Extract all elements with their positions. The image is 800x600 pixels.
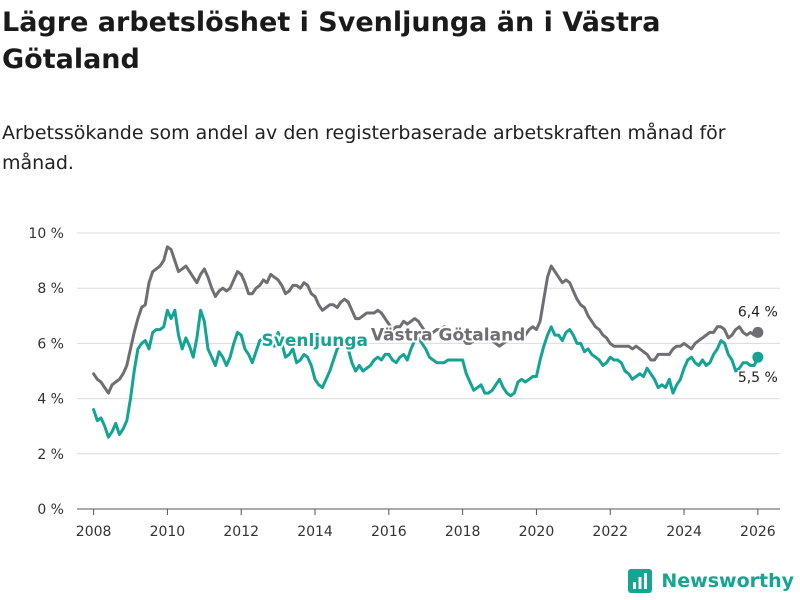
series-labels: Västra Götaland 6,4 % Svenljunga 5,5 % (260, 303, 780, 388)
y-tick-label: 4 % (37, 392, 64, 408)
x-tick-label: 2014 (297, 524, 333, 540)
end-point-svenljunga (752, 351, 764, 363)
y-tick-label: 2 % (37, 447, 64, 463)
x-tick-label: 2008 (76, 524, 112, 540)
end-value-label-vastra-gotaland: 6,4 % (738, 304, 778, 320)
series-label-svenljunga: Svenljunga (262, 331, 368, 351)
x-tick-label: 2022 (592, 524, 628, 540)
brand-name: Newsworthy (661, 570, 794, 592)
y-tick-label: 0 % (37, 502, 64, 518)
end-value-label-svenljunga: 5,5 % (738, 370, 778, 386)
series-lines (92, 245, 764, 439)
x-tick-label: 2016 (371, 524, 407, 540)
chart-subtitle: Arbetssökande som andel av den registerb… (2, 122, 726, 174)
x-tick-label: 2026 (740, 524, 776, 540)
y-tick-label: 8 % (37, 281, 64, 297)
gridlines (77, 232, 780, 455)
x-tick-label: 2012 (223, 524, 259, 540)
x-tick-label: 2010 (150, 524, 186, 540)
x-tick-label: 2024 (666, 524, 702, 540)
chart-title: Lägre arbetslöshet i Svenljunga än i Väs… (2, 7, 661, 75)
y-axis: 0 % 2 % 4 % 6 % 8 % 10 % (28, 226, 64, 518)
series-line-vastra-gotaland (92, 245, 760, 395)
newsworthy-brand[interactable]: Newsworthy (627, 568, 794, 594)
series-label-vastra-gotaland: Västra Götaland (371, 326, 526, 346)
y-tick-label: 10 % (28, 226, 64, 242)
series-line-svenljunga (92, 308, 760, 439)
y-tick-label: 6 % (37, 336, 64, 352)
end-point-vastra-gotaland (752, 326, 764, 338)
x-tick-label: 2020 (519, 524, 555, 540)
newsworthy-logo-icon (628, 569, 653, 593)
x-tick-label: 2018 (445, 524, 481, 540)
x-axis: 2008 2010 2012 2014 2016 2018 2020 2022 2024 2026 (76, 508, 780, 540)
